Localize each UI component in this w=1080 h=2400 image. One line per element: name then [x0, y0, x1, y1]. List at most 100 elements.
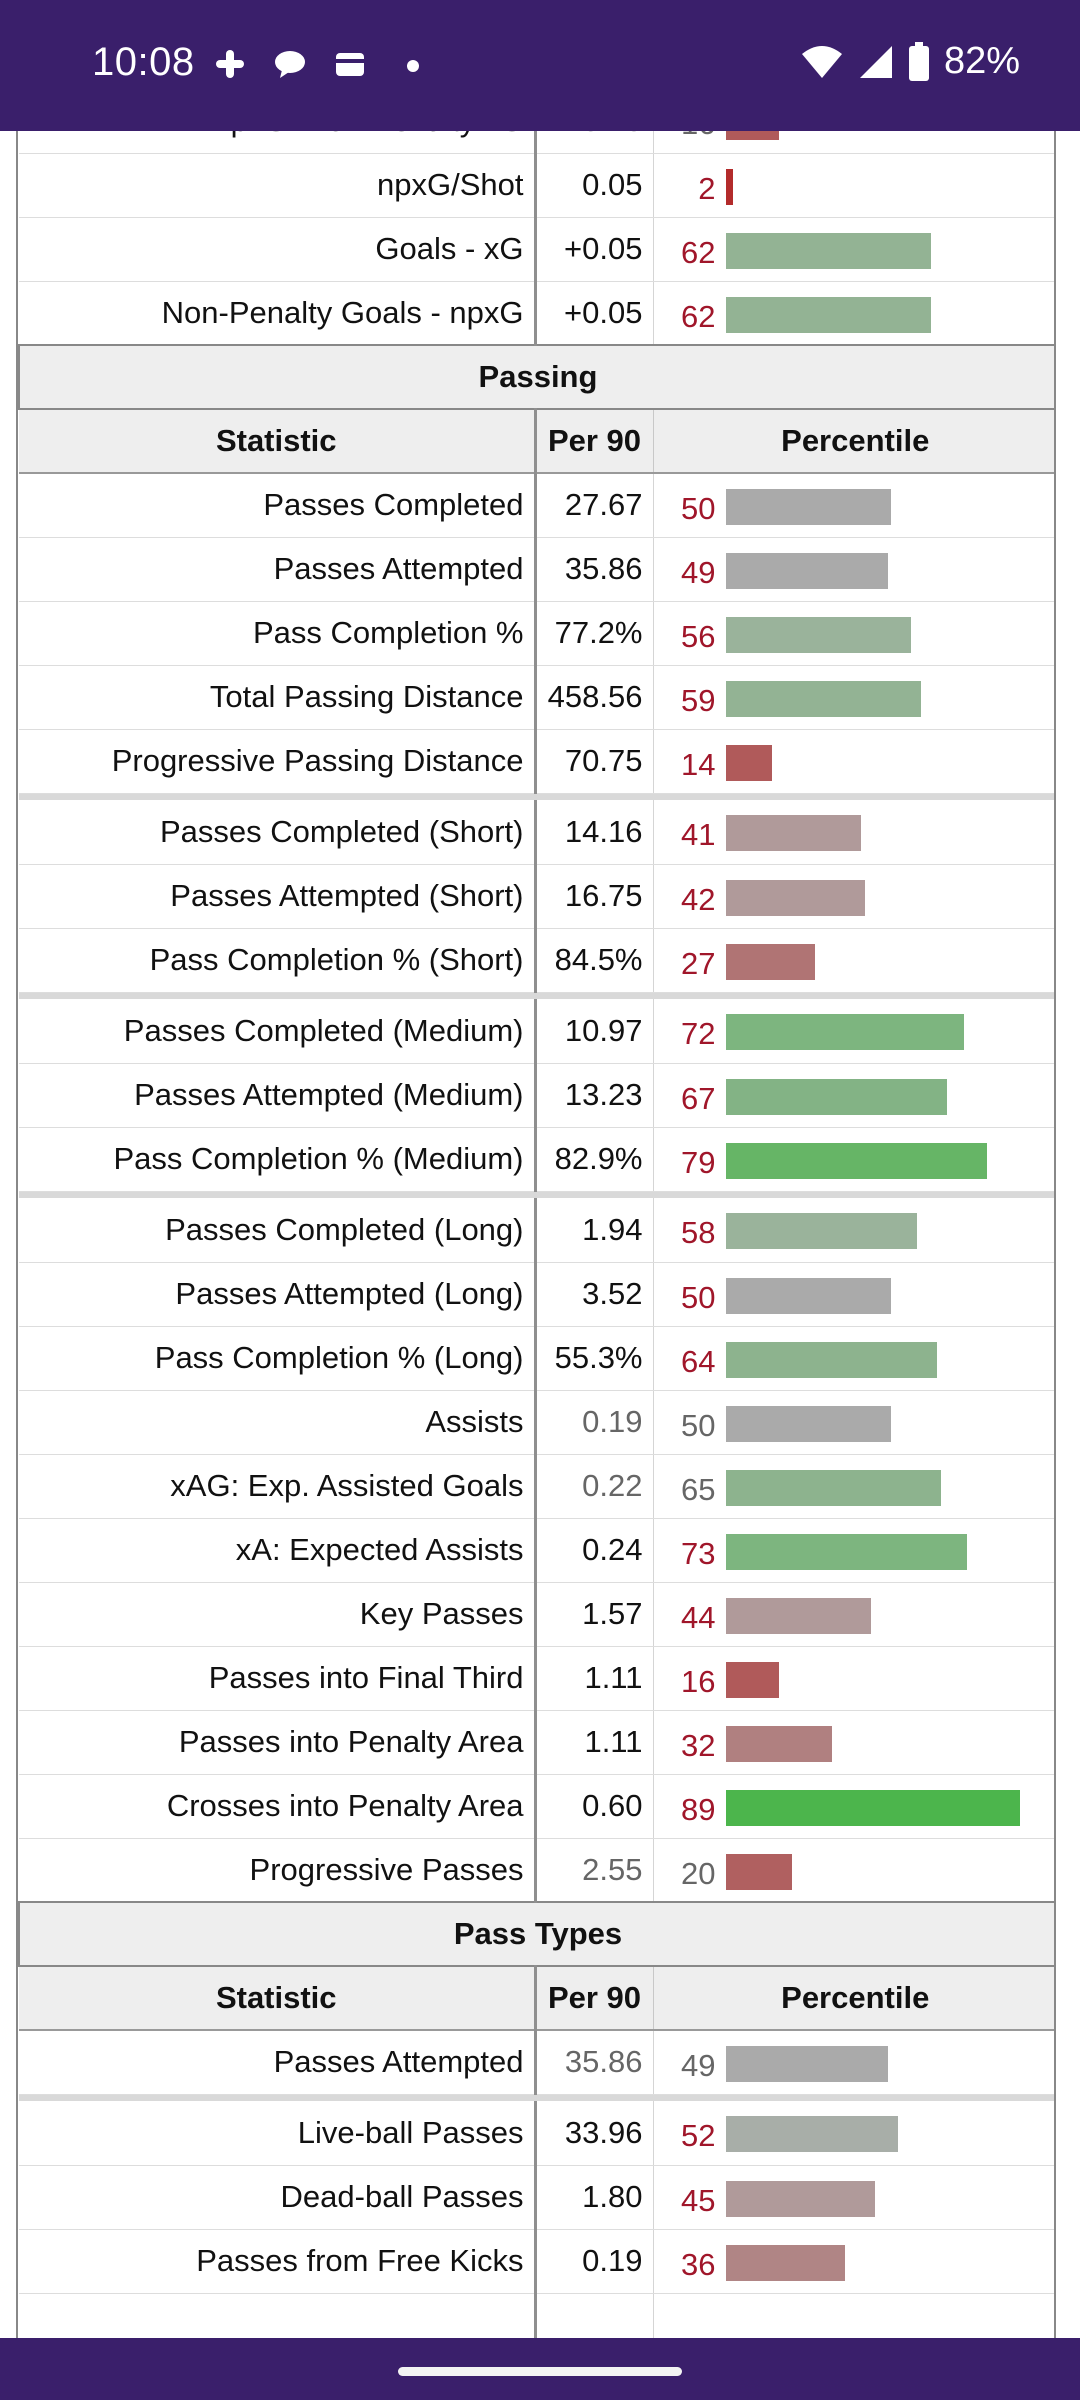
stat-name: Passes Completed (Long): [19, 1198, 537, 1263]
percentile-cell: 62: [653, 281, 1054, 346]
percentile-bar: [725, 1533, 967, 1570]
percentile-value: 52: [681, 2118, 716, 2153]
percentile-value: 45: [681, 2182, 716, 2218]
stat-name: Passes Attempted (Long): [19, 1262, 537, 1327]
percentile-bar: [725, 879, 865, 916]
percentile-cell: 44: [653, 1582, 1054, 1647]
stat-name: Live-ball Passes: [19, 2101, 537, 2166]
stat-name: xAG: Exp. Assisted Goals: [19, 1454, 537, 1519]
stat-name: Assists: [19, 1390, 537, 1455]
percentile-value: 41: [681, 817, 716, 852]
percentile-value: 16: [681, 1663, 716, 1699]
table-row: Passes Completed 27.67 50: [19, 473, 1054, 538]
percentile-bar: [725, 815, 861, 851]
percentile-bar: [725, 1213, 917, 1249]
percentile-value: 59: [681, 682, 716, 718]
table-row: Live-ball Passes 33.96 52: [19, 2101, 1054, 2166]
per90-value: 10.97: [535, 999, 654, 1064]
per90-value: 82.9%: [535, 1127, 654, 1192]
percentile-cell: 62: [653, 217, 1054, 282]
per90-value: 55.3%: [535, 1326, 654, 1391]
column-header-row: Statistic Per 90 Percentile: [19, 409, 1054, 474]
per90-value: 0.19: [535, 2229, 654, 2294]
percentile-cell: 14: [653, 729, 1054, 794]
percentile-value: 65: [681, 1471, 716, 1507]
section-title: Pass Types: [18, 1901, 1054, 1967]
table-row: xA: Expected Assists 0.24 73: [19, 1518, 1054, 1583]
column-header-row: Statistic Per 90 Percentile: [19, 1966, 1054, 2031]
percentile-cell: 58: [653, 1198, 1054, 1263]
per90-value: 33.96: [535, 2101, 654, 2166]
percentile-bar: [725, 1405, 891, 1442]
percentile-bar: [725, 1341, 937, 1378]
table-row: Passes Attempted 35.86 49: [19, 2030, 1054, 2095]
percentile-cell: 49: [653, 537, 1054, 602]
percentile-value: 64: [681, 1343, 716, 1379]
per90-value: 1.80: [535, 2165, 654, 2230]
table-row: Key Passes 1.57 44: [19, 1582, 1054, 1647]
percentile-value: 49: [681, 2048, 716, 2083]
percentile-value: 32: [681, 1727, 716, 1763]
stat-name: Passes from Free Kicks: [19, 2229, 537, 2294]
percentile-bar: [725, 2244, 845, 2281]
stat-name: Progressive Passing Distance: [19, 729, 537, 794]
percentile-cell: 32: [653, 1710, 1054, 1775]
percentile-cell: 65: [653, 1454, 1054, 1519]
percentile-value: 72: [681, 1016, 716, 1051]
percentile-bar: [725, 1725, 832, 1762]
percentile-cell: 2: [653, 153, 1054, 218]
wifi-icon: [801, 45, 842, 78]
percentile-bar: [725, 552, 888, 589]
wallet-icon: [336, 53, 364, 76]
stat-name: Passes into Penalty Area: [19, 1710, 537, 1775]
percentile-cell: 36: [653, 2229, 1054, 2294]
header-per90[interactable]: Per 90: [535, 1966, 654, 2031]
header-statistic[interactable]: Statistic: [19, 1966, 537, 2031]
per90-value: 0.22: [535, 1454, 654, 1519]
header-per90[interactable]: Per 90: [535, 409, 654, 474]
percentile-bar: [725, 1789, 1020, 1826]
stats-table-container[interactable]: npxG: Non-Penalty xG0.1316npxG/Shot0.052…: [16, 131, 1056, 2338]
header-percentile[interactable]: Percentile: [653, 409, 1054, 474]
group-divider: [19, 1191, 1054, 1198]
section-title: Passing: [18, 344, 1054, 410]
percentile-bar: [725, 1469, 941, 1506]
per90-value: 16.75: [535, 864, 654, 929]
table-row: Passes from Free Kicks 0.19 36: [19, 2229, 1054, 2294]
percentile-cell: 20: [653, 1838, 1054, 1903]
per90-value: 1.11: [535, 1710, 654, 1775]
header-percentile[interactable]: Percentile: [653, 1966, 1054, 2031]
per90-value: 27.67: [535, 473, 654, 538]
percentile-cell: 67: [653, 1063, 1054, 1128]
per90-value: 3.52: [535, 1262, 654, 1327]
table-row: Passes Completed (Long) 1.94 58: [19, 1198, 1054, 1263]
group-divider: [19, 2094, 1054, 2101]
stat-name: Pass Completion % (Medium): [19, 1127, 537, 1192]
per90-value: 70.75: [535, 729, 654, 794]
stat-name: Non-Penalty Goals - npxG: [19, 281, 537, 346]
percentile-bar: [725, 943, 815, 980]
per90-value: 35.86: [535, 537, 654, 602]
percentile-bar: [725, 296, 931, 333]
percentile-cell: 50: [653, 1390, 1054, 1455]
table-row: Assists 0.19 50: [19, 1390, 1054, 1455]
group-divider: [19, 793, 1054, 800]
percentile-bar: [725, 131, 779, 140]
table-row: xAG: Exp. Assisted Goals 0.22 65: [19, 1454, 1054, 1519]
stat-name: Dead-ball Passes: [19, 2165, 537, 2230]
percentile-value: 44: [681, 1599, 716, 1635]
header-statistic[interactable]: Statistic: [19, 409, 537, 474]
table-row: Pass Completion % (Medium) 82.9% 79: [19, 1127, 1054, 1192]
percentile-bar: [725, 1078, 947, 1115]
percentile-cell: 52: [653, 2101, 1054, 2166]
stat-name: Passes into Final Third: [19, 1646, 537, 1711]
per90-value: 1.94: [535, 1198, 654, 1263]
percentile-value: 50: [681, 1279, 716, 1315]
per90-value: 35.86: [535, 2030, 654, 2095]
battery-percent: 82%: [943, 40, 1020, 82]
home-gesture-handle[interactable]: [398, 2367, 682, 2376]
percentile-bar: [725, 168, 733, 205]
stat-name: Pass Completion %: [19, 601, 537, 666]
per90-value: 0.60: [535, 1774, 654, 1839]
table-row: npxG/Shot 0.05 2: [19, 153, 1054, 218]
